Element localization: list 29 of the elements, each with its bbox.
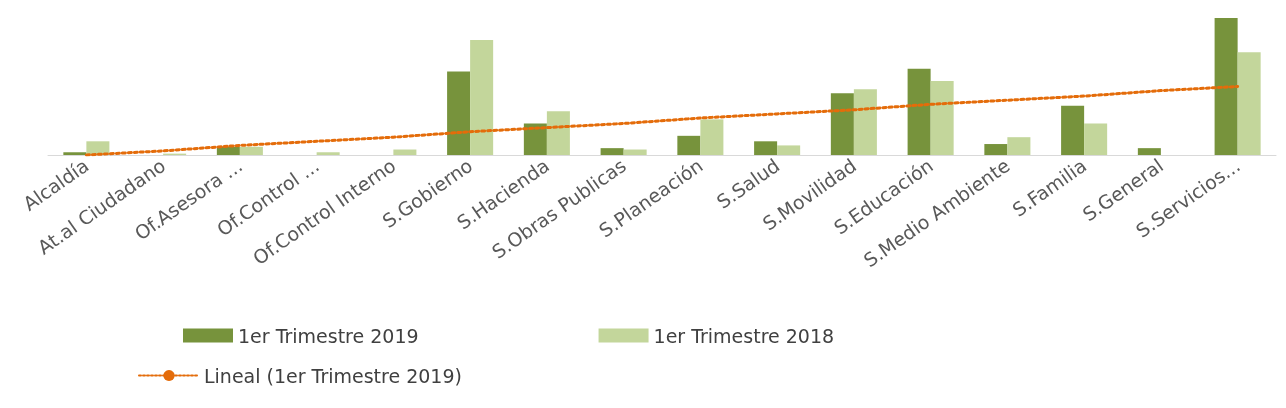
bar [777,145,801,155]
bar [1214,18,1238,155]
bar [930,81,954,155]
bar [600,148,624,155]
bar [470,39,494,155]
legend-label: Lineal (1er Trimestre 2019) [204,364,462,387]
bar [316,152,340,155]
bar [546,111,570,155]
bar [393,149,417,155]
bar [907,68,931,155]
bar [623,149,647,155]
bar [1061,105,1085,155]
legend-label: 1er Trimestre 2018 [653,324,835,347]
bar [830,93,854,155]
bar [63,152,87,155]
bar [1084,123,1108,155]
bar [523,123,547,155]
bar [754,141,778,155]
legend-label: 1er Trimestre 2019 [238,324,419,347]
bar [1237,52,1261,155]
bar [1137,148,1161,155]
bar [239,146,263,155]
bar [447,71,471,155]
bar [216,146,240,155]
bar [700,119,724,155]
bar [853,89,877,155]
bar [984,144,1008,155]
bar [677,135,701,155]
bar [1007,137,1031,155]
